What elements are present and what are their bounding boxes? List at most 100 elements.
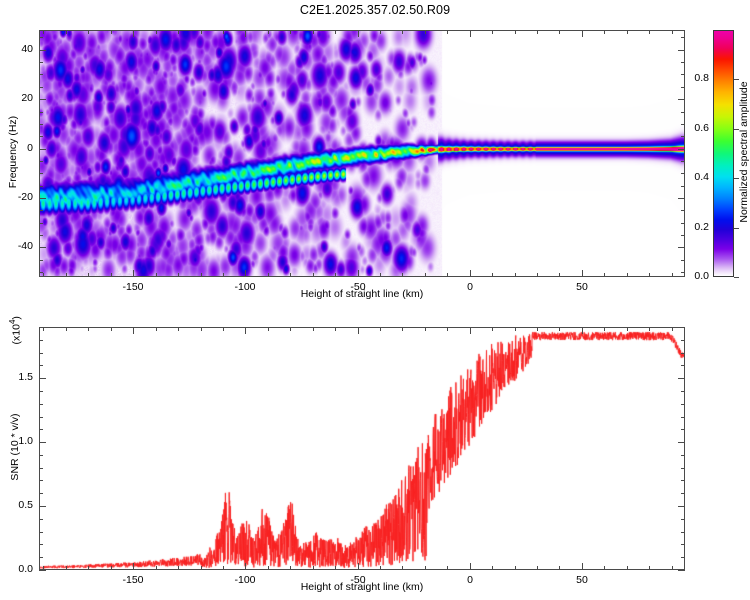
tick-mark <box>681 161 685 162</box>
tick-mark <box>335 566 336 570</box>
tick-mark <box>678 198 685 199</box>
tick-mark <box>39 519 43 520</box>
tick-mark <box>559 327 560 331</box>
tick-mark <box>678 50 685 51</box>
tick-mark <box>133 30 134 37</box>
snr-xlabel: Height of straight line (km) <box>300 581 424 593</box>
tick-mark <box>39 327 43 328</box>
tick-mark <box>39 210 43 211</box>
tick-mark <box>39 173 43 174</box>
colorbar-tick <box>734 178 739 179</box>
tick-mark <box>88 566 89 570</box>
x-tick-label: 50 <box>576 574 588 586</box>
tick-mark <box>358 30 359 37</box>
tick-mark <box>672 566 673 570</box>
tick-mark <box>223 30 224 34</box>
tick-mark <box>88 327 89 331</box>
tick-mark <box>313 566 314 570</box>
tick-mark <box>88 30 89 34</box>
tick-mark <box>582 30 583 37</box>
tick-mark <box>681 260 685 261</box>
tick-mark <box>425 566 426 570</box>
tick-mark <box>39 74 43 75</box>
tick-mark <box>559 273 560 277</box>
tick-mark <box>681 391 685 392</box>
tick-mark <box>582 270 583 277</box>
x-tick-label: -150 <box>122 281 144 293</box>
tick-mark <box>380 566 381 570</box>
tick-mark <box>268 327 269 331</box>
tick-mark <box>39 417 43 418</box>
tick-mark <box>681 532 685 533</box>
tick-mark <box>43 30 44 34</box>
tick-mark <box>425 273 426 277</box>
tick-mark <box>43 273 44 277</box>
tick-mark <box>582 327 583 334</box>
tick-mark <box>604 327 605 331</box>
tick-mark <box>178 327 179 331</box>
tick-mark <box>492 30 493 34</box>
tick-mark <box>470 563 471 570</box>
tick-mark <box>678 442 685 443</box>
tick-mark <box>290 30 291 34</box>
y-tick-label: -20 <box>17 191 33 203</box>
tick-mark <box>201 273 202 277</box>
tick-mark <box>39 544 43 545</box>
tick-mark <box>681 124 685 125</box>
tick-mark <box>681 112 685 113</box>
tick-mark <box>39 404 43 405</box>
tick-mark <box>201 30 202 34</box>
tick-mark <box>39 186 43 187</box>
tick-mark <box>681 235 685 236</box>
tick-mark <box>133 327 134 334</box>
tick-mark <box>681 480 685 481</box>
tick-mark <box>447 30 448 34</box>
tick-mark <box>582 563 583 570</box>
x-tick-label: 0 <box>467 574 473 586</box>
tick-mark <box>39 62 43 63</box>
tick-mark <box>39 198 46 199</box>
tick-mark <box>649 327 650 331</box>
tick-mark <box>515 30 516 34</box>
tick-mark <box>627 273 628 277</box>
tick-mark <box>223 327 224 331</box>
tick-mark <box>672 273 673 277</box>
tick-mark <box>681 429 685 430</box>
tick-mark <box>681 365 685 366</box>
tick-mark <box>649 566 650 570</box>
y-tick-label: 0.0 <box>18 563 33 575</box>
tick-mark <box>39 124 43 125</box>
tick-mark <box>681 272 685 273</box>
snr-trace <box>40 328 684 569</box>
tick-mark <box>313 30 314 34</box>
tick-mark <box>470 327 471 334</box>
colorbar-tick <box>734 79 739 80</box>
tick-mark <box>447 273 448 277</box>
tick-mark <box>681 74 685 75</box>
tick-mark <box>678 570 685 571</box>
tick-mark <box>402 273 403 277</box>
tick-mark <box>39 480 43 481</box>
tick-mark <box>111 273 112 277</box>
tick-mark <box>245 563 246 570</box>
y-tick-label: 0 <box>27 142 33 154</box>
tick-mark <box>604 566 605 570</box>
tick-mark <box>39 570 46 571</box>
x-tick-label: 0 <box>467 281 473 293</box>
snr-scale-suffix: ) <box>10 316 23 320</box>
tick-mark <box>39 272 43 273</box>
tick-mark <box>380 327 381 331</box>
tick-mark <box>681 417 685 418</box>
tick-mark <box>627 30 628 34</box>
tick-mark <box>39 149 46 150</box>
colorbar-tick <box>734 129 739 130</box>
tick-mark <box>335 327 336 331</box>
tick-mark <box>268 566 269 570</box>
tick-mark <box>290 327 291 331</box>
tick-mark <box>156 566 157 570</box>
tick-mark <box>39 247 46 248</box>
tick-mark <box>111 30 112 34</box>
colorbar-tick-label: 0.0 <box>694 270 709 282</box>
tick-mark <box>681 327 685 328</box>
tick-mark <box>39 136 43 137</box>
